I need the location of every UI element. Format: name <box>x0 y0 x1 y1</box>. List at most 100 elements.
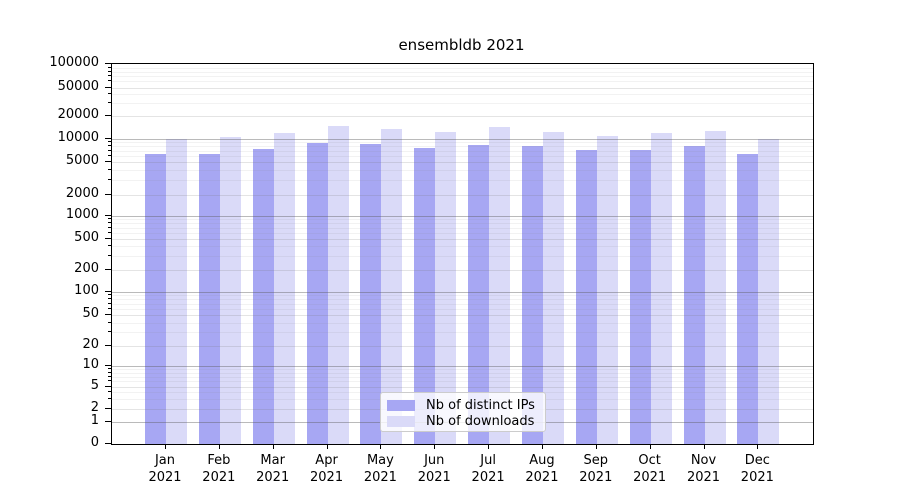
bar-downloads <box>542 131 564 444</box>
bar-downloads <box>219 137 241 444</box>
bar-distinct-ips <box>629 149 651 444</box>
x-tick-month: Jun <box>424 453 445 468</box>
legend: Nb of distinct IPs Nb of downloads <box>380 392 546 432</box>
x-axis-tick <box>380 444 382 449</box>
y-axis-tick <box>105 115 111 116</box>
gridline <box>112 87 813 89</box>
x-tick-month: Aug <box>529 453 555 468</box>
gridline-minor <box>112 332 813 334</box>
gridline-minor <box>112 303 813 305</box>
bar-distinct-ips <box>306 142 328 444</box>
legend-swatch-distinct-ips <box>387 399 415 411</box>
y-axis-tick <box>105 215 111 216</box>
x-tick-year: 2021 <box>310 470 344 485</box>
y-axis-minor-tick <box>108 331 111 333</box>
y-tick-label: 20000 <box>57 107 99 122</box>
y-axis-minor-tick <box>108 380 111 382</box>
bar-distinct-ips <box>414 148 436 444</box>
x-tick-month: May <box>366 453 394 468</box>
gridline <box>112 387 813 388</box>
x-tick-month: Sep <box>583 453 609 468</box>
y-tick-label: 20 <box>82 337 99 352</box>
y-axis-minor-tick <box>108 66 111 68</box>
y-axis-minor-tick <box>108 149 111 151</box>
gridline <box>112 216 813 217</box>
y-axis-tick <box>105 314 111 316</box>
gridline <box>112 346 813 347</box>
y-axis-tick <box>105 86 111 88</box>
x-tick-year: 2021 <box>202 470 236 485</box>
y-tick-label: 100000 <box>49 55 99 70</box>
gridline-minor <box>112 381 813 383</box>
y-tick-label: 1000 <box>65 207 99 222</box>
bar-downloads <box>381 128 403 444</box>
x-axis-tick <box>488 444 490 449</box>
y-tick-label: 5000 <box>65 153 99 168</box>
x-tick-month: Feb <box>207 453 231 468</box>
y-axis-minor-tick <box>108 169 111 171</box>
bar-downloads <box>327 126 349 444</box>
x-tick-month: Oct <box>638 453 661 468</box>
x-tick-month: Apr <box>315 453 338 468</box>
x-axis-tick <box>165 444 166 449</box>
y-axis-minor-tick <box>108 145 111 147</box>
x-axis-tick <box>326 444 328 449</box>
y-axis-minor-tick <box>108 154 111 156</box>
x-tick-month: Jan <box>154 453 176 468</box>
x-tick-label: Oct 2021 <box>620 452 680 486</box>
x-tick-year: 2021 <box>363 470 397 485</box>
bar-downloads <box>758 138 780 444</box>
gridline-minor <box>112 76 813 78</box>
x-tick-label: Jan 2021 <box>135 452 195 486</box>
gridline-minor <box>112 223 813 225</box>
gridline-minor <box>112 372 813 374</box>
y-axis-minor-tick <box>108 391 111 393</box>
x-tick-year: 2021 <box>417 470 451 485</box>
x-tick-month: Jul <box>480 453 496 468</box>
y-axis-minor-tick <box>108 368 111 370</box>
x-tick-year: 2021 <box>686 470 721 485</box>
y-axis-minor-tick <box>108 70 111 72</box>
gridline <box>112 195 813 196</box>
y-axis-minor-tick <box>108 179 111 181</box>
y-axis-minor-tick <box>108 298 111 300</box>
gridline <box>112 270 813 272</box>
y-tick-label: 10000 <box>57 130 99 145</box>
bar-downloads <box>704 130 726 444</box>
y-tick-label: 100 <box>74 282 99 298</box>
x-tick-label: Dec 2021 <box>727 452 787 486</box>
y-axis-tick <box>105 237 111 239</box>
bar-distinct-ips <box>575 149 597 444</box>
bar-downloads <box>273 132 295 444</box>
gridline-minor <box>112 180 813 182</box>
gridline <box>112 315 813 317</box>
gridline-minor <box>112 376 813 378</box>
bar-downloads <box>435 132 457 444</box>
gridline-minor <box>112 295 813 297</box>
gridline-minor <box>112 81 813 83</box>
gridline-minor <box>112 142 813 144</box>
bar-distinct-ips <box>737 153 759 444</box>
y-tick-label: 50000 <box>57 78 99 94</box>
bar-downloads <box>166 138 187 444</box>
x-tick-label: Feb 2021 <box>189 452 249 486</box>
x-tick-label: Sep 2021 <box>566 452 626 486</box>
gridline-minor <box>112 103 813 105</box>
y-axis-tick <box>105 365 111 366</box>
y-tick-label: 5 <box>90 378 99 393</box>
gridline <box>112 139 813 140</box>
y-axis-minor-tick <box>108 231 111 233</box>
x-tick-year: 2021 <box>740 470 774 485</box>
gridline-minor <box>112 94 813 96</box>
x-tick-label: Jun 2021 <box>404 452 464 486</box>
y-axis-minor-tick <box>108 371 111 373</box>
x-axis-tick <box>757 444 759 449</box>
bar-distinct-ips <box>683 145 705 444</box>
x-axis-tick <box>434 444 436 449</box>
legend-label: Nb of downloads <box>426 413 535 429</box>
gridline-minor <box>112 146 813 148</box>
bar-distinct-ips <box>521 146 543 444</box>
x-tick-month: Nov <box>690 453 717 468</box>
bar-downloads <box>596 135 618 444</box>
